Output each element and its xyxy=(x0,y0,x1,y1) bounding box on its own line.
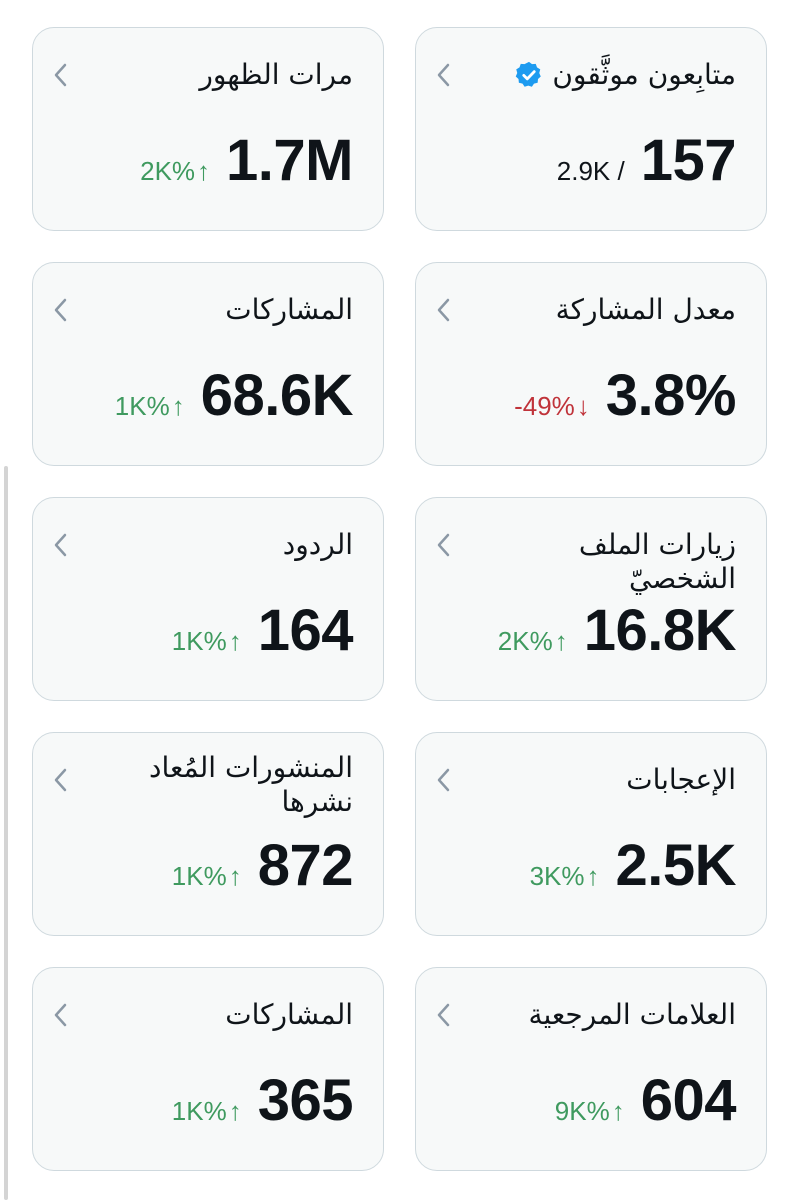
arrow-up-icon: ↑ xyxy=(197,156,211,186)
card-engagements[interactable]: المشاركات 68.6K 1K% ↑ xyxy=(32,262,384,466)
card-title: الإعجابات xyxy=(626,763,736,796)
chevron-left-icon[interactable] xyxy=(51,1002,69,1028)
arrow-down-icon: ↓ xyxy=(576,391,590,421)
metric-delta: 3K% ↑ xyxy=(529,861,600,891)
metric-delta: 1K% ↑ xyxy=(114,391,185,421)
chevron-left-icon[interactable] xyxy=(51,297,69,323)
card-likes[interactable]: الإعجابات 2.5K 3K% ↑ xyxy=(415,732,767,936)
card-reposts[interactable]: المنشورات المُعاد نشرها 872 1K% ↑ xyxy=(32,732,384,936)
arrow-up-icon: ↑ xyxy=(228,861,242,891)
metric-value: 365 xyxy=(257,1068,354,1133)
metric-value: 2.5K xyxy=(615,833,736,898)
card-title: معدل المشاركة xyxy=(555,293,736,326)
card-title: المنشورات المُعاد نشرها xyxy=(149,751,353,818)
arrow-up-icon: ↑ xyxy=(611,1096,625,1126)
card-bookmarks[interactable]: العلامات المرجعية 604 9K% ↑ xyxy=(415,967,767,1171)
chevron-left-icon[interactable] xyxy=(51,767,69,793)
card-title: زيارات الملف الشخصيّ xyxy=(578,528,736,595)
scrollbar[interactable] xyxy=(4,466,8,1200)
card-replies[interactable]: الردود 164 1K% ↑ xyxy=(32,497,384,701)
metric-value: 16.8K xyxy=(583,598,737,663)
card-title: متابِعون موثَّقون xyxy=(552,58,736,91)
card-title: المشاركات xyxy=(225,293,353,326)
metric-value: 157 xyxy=(640,128,737,193)
chevron-left-icon[interactable] xyxy=(51,532,69,558)
metric-value: 164 xyxy=(257,598,354,663)
arrow-up-icon: ↑ xyxy=(554,626,568,656)
card-engagement-rate[interactable]: معدل المشاركة 3.8% -49% ↓ xyxy=(415,262,767,466)
arrow-up-icon: ↑ xyxy=(586,861,600,891)
metric-value: 68.6K xyxy=(200,363,354,428)
metric-value: 3.8% xyxy=(605,363,737,428)
metric-sub: 2.9K / xyxy=(556,156,625,186)
metric-delta: 1K% ↑ xyxy=(171,861,242,891)
card-title: العلامات المرجعية xyxy=(528,998,736,1031)
chevron-left-icon[interactable] xyxy=(434,767,452,793)
metric-delta: 1K% ↑ xyxy=(171,1096,242,1126)
metric-value: 1.7M xyxy=(226,128,353,193)
card-title: مرات الظهور xyxy=(199,58,353,91)
metric-value: 604 xyxy=(640,1068,737,1133)
arrow-up-icon: ↑ xyxy=(171,391,185,421)
chevron-left-icon[interactable] xyxy=(434,297,452,323)
analytics-grid: متابِعون موثَّقون 157 2.9K / مرات الظهور… xyxy=(32,27,767,1171)
card-profile-visits[interactable]: زيارات الملف الشخصيّ 16.8K 2K% ↑ xyxy=(415,497,767,701)
card-shares[interactable]: المشاركات 365 1K% ↑ xyxy=(32,967,384,1171)
card-title: المشاركات xyxy=(225,998,353,1031)
metric-value: 872 xyxy=(257,833,354,898)
verified-badge-icon xyxy=(514,60,544,90)
chevron-left-icon[interactable] xyxy=(434,532,452,558)
metric-delta: -49% ↓ xyxy=(514,391,590,421)
arrow-up-icon: ↑ xyxy=(228,626,242,656)
chevron-left-icon[interactable] xyxy=(434,62,452,88)
card-impressions[interactable]: مرات الظهور 1.7M 2K% ↑ xyxy=(32,27,384,231)
chevron-left-icon[interactable] xyxy=(51,62,69,88)
metric-delta: 2K% ↑ xyxy=(140,156,211,186)
metric-delta: 2K% ↑ xyxy=(497,626,568,656)
metric-delta: 9K% ↑ xyxy=(554,1096,625,1126)
arrow-up-icon: ↑ xyxy=(228,1096,242,1126)
metric-delta: 1K% ↑ xyxy=(171,626,242,656)
chevron-left-icon[interactable] xyxy=(434,1002,452,1028)
card-verified-followers[interactable]: متابِعون موثَّقون 157 2.9K / xyxy=(415,27,767,231)
card-title: الردود xyxy=(282,528,353,561)
